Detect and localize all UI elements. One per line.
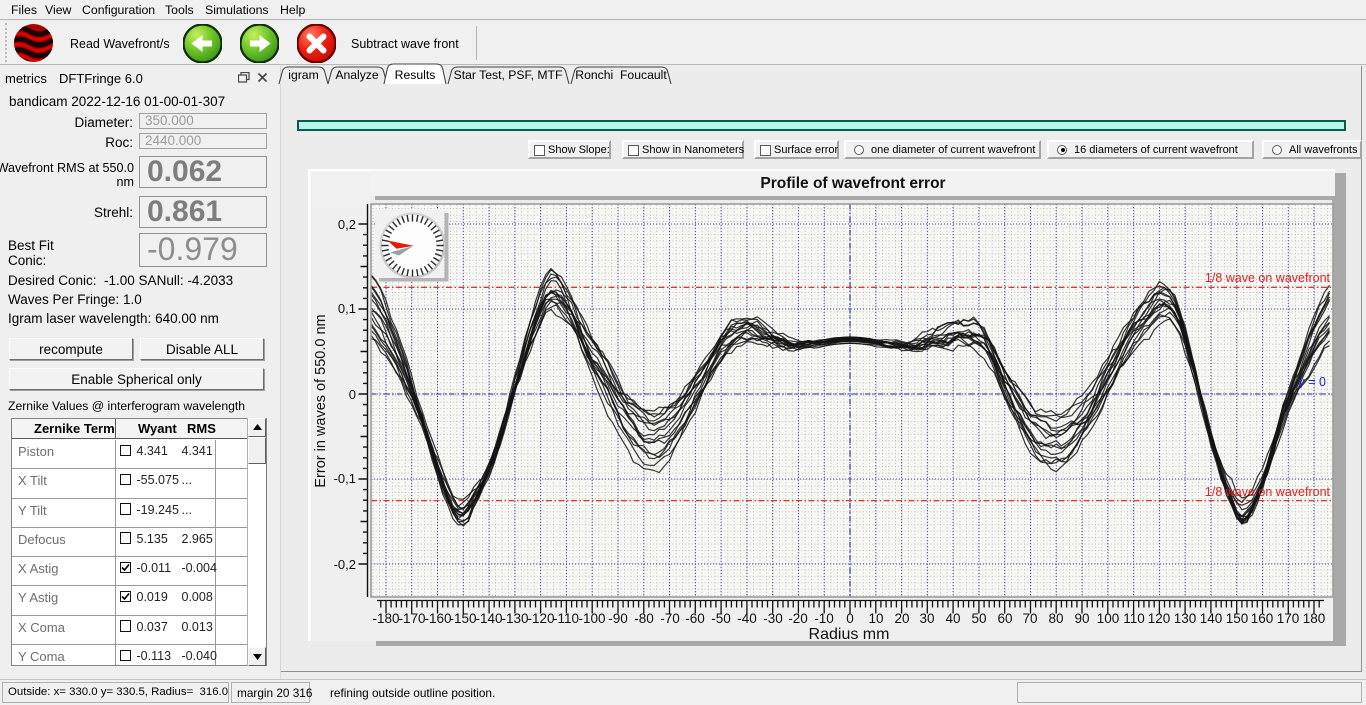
- svg-text:-0,2: -0,2: [334, 557, 356, 572]
- svg-text:-40: -40: [737, 611, 757, 626]
- svg-text:Radius mm: Radius mm: [809, 626, 890, 643]
- svg-text:-30: -30: [763, 611, 783, 626]
- svg-text:30: 30: [919, 611, 934, 626]
- svg-text:40: 40: [945, 611, 960, 626]
- svg-text:-80: -80: [634, 611, 654, 626]
- svg-text:-10: -10: [814, 611, 834, 626]
- svg-text:y = 0: y = 0: [1299, 375, 1326, 389]
- svg-text:50: 50: [971, 611, 986, 626]
- svg-text:-140: -140: [475, 611, 502, 626]
- svg-text:110: 110: [1123, 611, 1145, 626]
- svg-text:60: 60: [997, 611, 1012, 626]
- svg-text:Star Test, PSF, MTF: Star Test, PSF, MTF: [454, 68, 563, 82]
- svg-text:130: 130: [1174, 611, 1197, 626]
- svg-text:20: 20: [894, 611, 909, 626]
- svg-text:0: 0: [846, 611, 854, 626]
- svg-text:-120: -120: [527, 611, 554, 626]
- svg-text:0,2: 0,2: [338, 217, 356, 232]
- svg-text:igram: igram: [288, 68, 318, 82]
- svg-text:-90: -90: [608, 611, 628, 626]
- svg-text:100: 100: [1097, 611, 1120, 626]
- svg-text:Error in waves of 550.0 nm: Error in waves of 550.0 nm: [313, 314, 329, 487]
- svg-text:140: 140: [1200, 611, 1223, 626]
- svg-text:1/8 wave on wavefront: 1/8 wave on wavefront: [1205, 485, 1331, 499]
- svg-text:10: 10: [868, 611, 883, 626]
- svg-text:0,1: 0,1: [338, 301, 356, 316]
- svg-text:Analyze: Analyze: [335, 68, 379, 82]
- svg-text:-70: -70: [660, 611, 680, 626]
- svg-text:90: 90: [1074, 611, 1089, 626]
- svg-text:Profile of wavefront error: Profile of wavefront error: [760, 175, 945, 192]
- svg-text:-60: -60: [685, 611, 705, 626]
- svg-text:160: 160: [1251, 611, 1274, 626]
- svg-text:120: 120: [1148, 611, 1171, 626]
- svg-text:-180: -180: [372, 611, 399, 626]
- svg-text:-50: -50: [711, 611, 731, 626]
- svg-text:70: 70: [1022, 611, 1037, 626]
- svg-text:-0,1: -0,1: [334, 471, 356, 486]
- svg-text:-100: -100: [578, 611, 605, 626]
- svg-text:-20: -20: [788, 611, 808, 626]
- svg-text:-160: -160: [424, 611, 451, 626]
- svg-text:Ronchi Foucault: Ronchi Foucault: [575, 68, 667, 82]
- svg-text:Results: Results: [395, 68, 436, 82]
- svg-text:-170: -170: [398, 611, 425, 626]
- svg-text:80: 80: [1048, 611, 1063, 626]
- svg-text:180: 180: [1303, 611, 1326, 626]
- svg-text:-150: -150: [449, 611, 476, 626]
- svg-text:-110: -110: [553, 611, 579, 626]
- svg-text:-130: -130: [501, 611, 528, 626]
- svg-text:1/8 wave on wavefront: 1/8 wave on wavefront: [1205, 271, 1331, 285]
- svg-text:150: 150: [1226, 611, 1249, 626]
- svg-text:0: 0: [349, 387, 356, 402]
- svg-text:170: 170: [1277, 611, 1300, 626]
